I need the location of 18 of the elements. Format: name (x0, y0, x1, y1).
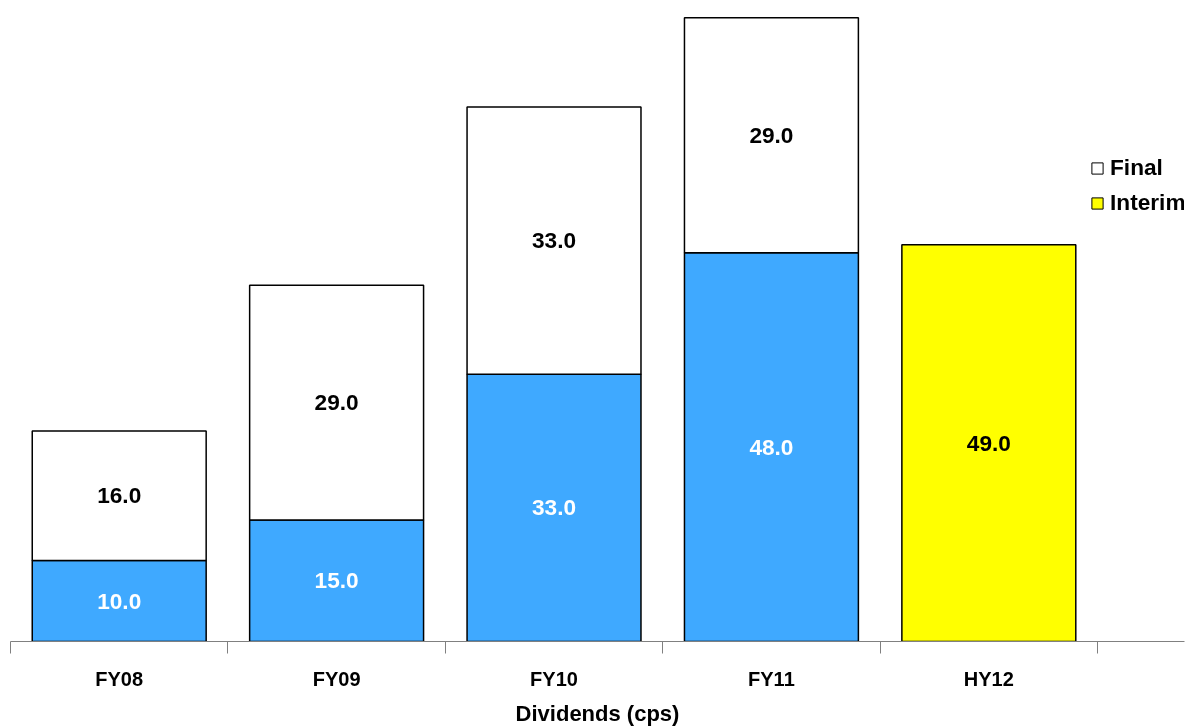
x-tick-label: FY09 (312, 667, 361, 690)
x-axis-title: Dividends (cps) (515, 700, 680, 726)
data-label: 29.0 (749, 121, 794, 148)
data-label: 33.0 (531, 494, 577, 521)
data-label: 16.0 (97, 482, 142, 509)
data-label: 48.0 (749, 433, 794, 460)
legend-label: Interim (1110, 189, 1185, 216)
bar (901, 243, 1077, 642)
x-tick-label: FY08 (95, 667, 144, 690)
x-tick-label: HY12 (963, 667, 1014, 690)
x-tick-label: FY11 (748, 667, 795, 690)
data-label: 49.0 (966, 429, 1011, 456)
data-label: 15.0 (314, 567, 359, 594)
data-label: 33.0 (531, 227, 577, 254)
legend-label: Final (1110, 154, 1163, 181)
x-tick-label: FY10 (530, 667, 578, 690)
data-label: 29.0 (314, 389, 359, 416)
data-label: 10.0 (97, 587, 142, 614)
